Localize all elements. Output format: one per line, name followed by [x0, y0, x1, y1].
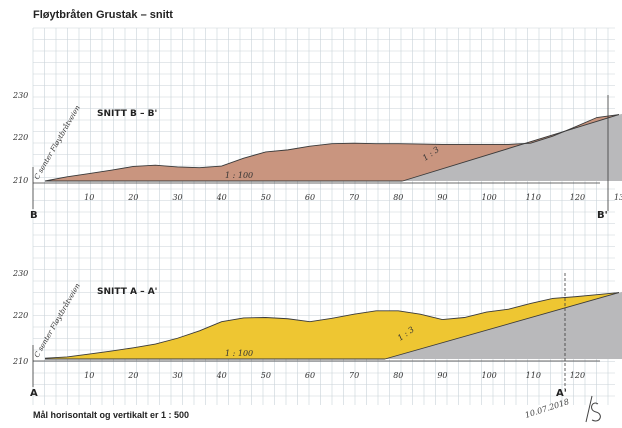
section-a: 230 220 210 10 20 30 40 50 60 70 80 90 100 110 120 SN… — [12, 269, 622, 399]
signature-mark — [585, 395, 601, 423]
x-tick-label: 90 — [437, 371, 447, 380]
x-tick-label: 80 — [393, 371, 403, 380]
x-tick-label: 110 — [526, 193, 541, 202]
cut-slope-line — [402, 114, 620, 182]
terrain-fill — [45, 292, 619, 359]
x-tick-label: 120 — [570, 371, 585, 380]
centre-note: C senter Fløytbråtveien — [32, 103, 82, 181]
start-marker: A — [30, 388, 38, 399]
end-marker: A' — [556, 388, 567, 399]
x-tick-label: 20 — [127, 193, 138, 202]
x-tick-label: 10 — [84, 193, 94, 202]
x-tick-labels: 10 20 30 40 50 60 70 80 90 100 110 120 130 — [84, 193, 622, 202]
scale-note: 1 : 100 — [225, 349, 253, 358]
x-tick-label: 110 — [526, 371, 541, 380]
x-tick-label: 40 — [216, 371, 227, 380]
x-tick-label: 70 — [349, 371, 359, 380]
x-tick-labels: 10 20 30 40 50 60 70 80 90 100 110 120 — [84, 371, 585, 380]
x-tick-label: 120 — [570, 193, 585, 202]
x-tick-label: 20 — [127, 371, 138, 380]
terrain-fill — [45, 114, 619, 181]
x-tick-label: 30 — [172, 193, 182, 202]
signature-date: 10.07.2018 — [524, 397, 570, 420]
scale-note: 1 : 100 — [225, 171, 253, 180]
x-tick-label: 100 — [482, 371, 497, 380]
cut-slope-line — [384, 292, 620, 360]
y-tick-labels: 230 220 210 — [12, 269, 28, 366]
x-tick-label: 100 — [482, 193, 497, 202]
start-marker: B — [30, 210, 38, 221]
y-tick-label: 220 — [12, 133, 28, 142]
scale-footer: Mål horisontalt og vertikalt er 1 : 500 — [33, 410, 190, 420]
end-marker: B' — [597, 210, 608, 221]
x-tick-label: 50 — [261, 193, 271, 202]
section-b: 230 220 210 10 20 30 40 50 60 70 80 90 100 110 120 130… — [12, 91, 622, 221]
y-tick-label: 220 — [12, 311, 28, 320]
y-tick-labels: 230 220 210 — [12, 91, 28, 185]
y-tick-label: 210 — [12, 357, 28, 366]
page-title: Fløytbråten Grustak – snitt — [33, 9, 173, 21]
x-tick-label: 70 — [349, 193, 359, 202]
section-label: SNITT A – A' — [97, 287, 157, 297]
x-tick-label: 60 — [305, 371, 315, 380]
section-label: SNITT B – B' — [97, 109, 157, 119]
centre-note: C senter Fløytbråtveien — [32, 281, 82, 359]
x-tick-label: 90 — [437, 193, 447, 202]
x-tick-label: 50 — [261, 371, 271, 380]
terrain-profile-line — [44, 292, 619, 359]
y-tick-label: 230 — [12, 91, 28, 100]
y-tick-label: 230 — [12, 269, 28, 278]
x-tick-label: 60 — [305, 193, 315, 202]
x-tick-label: 130 — [614, 193, 622, 202]
x-tick-label: 80 — [393, 193, 403, 202]
x-tick-label: 30 — [172, 371, 182, 380]
x-tick-label: 10 — [84, 371, 94, 380]
y-tick-label: 210 — [12, 176, 28, 185]
x-tick-label: 40 — [216, 193, 227, 202]
